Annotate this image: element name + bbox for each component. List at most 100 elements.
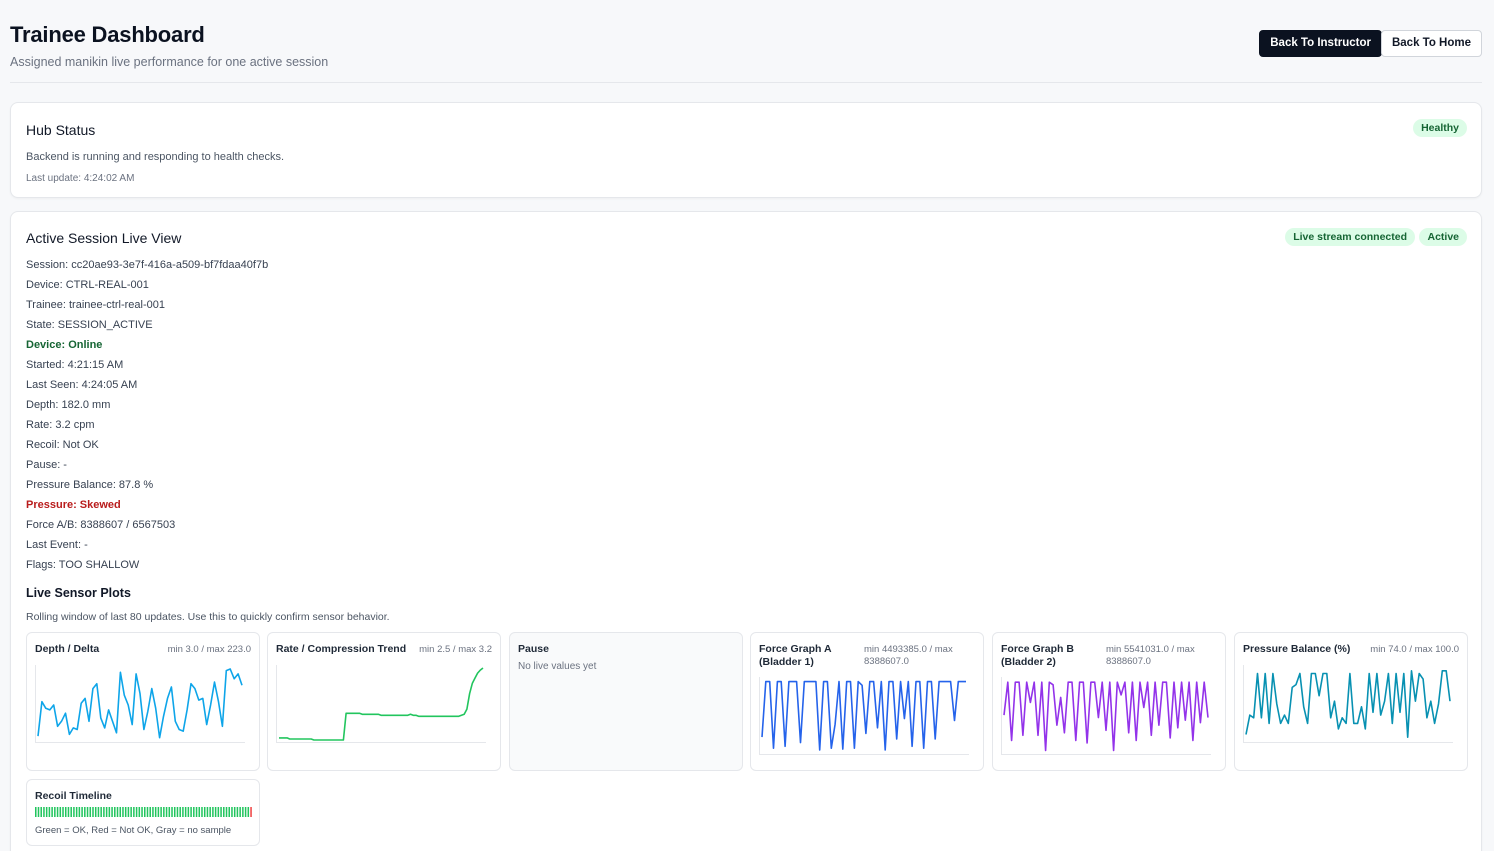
session-info-line: Device: Online	[26, 339, 103, 351]
recoil-sample-bar	[89, 807, 92, 817]
recoil-sample-bar	[171, 807, 173, 817]
plot-title: Depth / Delta	[35, 643, 100, 655]
recoil-sample-bar	[187, 807, 190, 817]
recoil-sample-bar	[108, 807, 111, 817]
hub-status-message: Backend is running and responding to hea…	[26, 151, 285, 163]
recoil-sample-bar	[239, 807, 241, 817]
active-session-card: Active Session Live View Live stream con…	[10, 211, 1482, 851]
recoil-sample-bar	[154, 807, 157, 817]
plot-chart	[1001, 677, 1211, 755]
page-title: Trainee Dashboard	[10, 22, 205, 47]
hub-health-badge: Healthy	[1413, 119, 1467, 137]
session-info-line: Trainee: trainee-ctrl-real-001	[26, 299, 165, 311]
plot-pressure-balance: Pressure Balance (%) min 74.0 / max 100.…	[1234, 632, 1468, 771]
recoil-sample-bar	[86, 807, 89, 817]
recoil-sample-bar	[45, 807, 48, 817]
recoil-sample-bar	[122, 807, 124, 817]
plot-depth-delta: Depth / Delta min 3.0 / max 223.0	[26, 632, 260, 771]
plot-force-a: Force Graph A (Bladder 1) min 4493385.0 …	[750, 632, 984, 771]
recoil-sample-bar	[236, 807, 239, 817]
recoil-sample-bar	[78, 807, 81, 817]
recoil-sample-bar	[231, 807, 233, 817]
recoil-sample-bar	[203, 807, 206, 817]
recoil-sample-bar	[67, 807, 70, 817]
recoil-sample-bar	[92, 807, 94, 817]
session-info-line: Pressure Balance: 87.8 %	[26, 479, 154, 491]
recoil-sample-bar	[242, 807, 244, 817]
session-info-line: Started: 4:21:15 AM	[26, 359, 124, 371]
plot-series-line	[1003, 681, 1209, 752]
recoil-sample-bar	[157, 807, 160, 817]
session-info-line: Last Event: -	[26, 539, 88, 551]
recoil-sample-bar	[220, 807, 222, 817]
recoil-timeline-bars	[35, 807, 252, 817]
recoil-sample-bar	[214, 807, 217, 817]
recoil-sample-bar	[225, 807, 228, 817]
plot-range: min 2.5 / max 3.2	[419, 644, 492, 655]
recoil-sample-bar	[190, 807, 192, 817]
recoil-sample-bar	[73, 807, 75, 817]
plot-title: Force Graph B (Bladder 2)	[1001, 643, 1074, 668]
plot-title: Rate / Compression Trend	[276, 643, 407, 655]
recoil-sample-bar	[179, 807, 181, 817]
recoil-sample-bar	[228, 807, 230, 817]
session-info-line: State: SESSION_ACTIVE	[26, 319, 153, 331]
recoil-sample-bar	[233, 807, 236, 817]
recoil-sample-bar	[70, 807, 72, 817]
session-info-line: Session: cc20ae93-3e7f-416a-a509-bf7fdaa…	[26, 259, 269, 271]
session-info-line: Depth: 182.0 mm	[26, 399, 111, 411]
recoil-sample-bar	[133, 807, 135, 817]
recoil-sample-bar	[64, 807, 67, 817]
plot-title: Pressure Balance (%)	[1243, 643, 1351, 655]
recoil-sample-bar	[62, 807, 64, 817]
recoil-sample-bar	[124, 807, 127, 817]
recoil-sample-bar	[168, 807, 171, 817]
session-info-line: Recoil: Not OK	[26, 439, 99, 451]
session-info-line: Rate: 3.2 cpm	[26, 419, 95, 431]
recoil-sample-bar	[146, 807, 149, 817]
recoil-sample-bar	[54, 807, 56, 817]
recoil-timeline-title: Recoil Timeline	[35, 790, 112, 802]
recoil-sample-bar	[160, 807, 162, 817]
plot-range: min 74.0 / max 100.0	[1370, 644, 1459, 655]
plot-series-line	[279, 667, 484, 741]
recoil-sample-bar	[56, 807, 59, 817]
recoil-sample-bar	[182, 807, 184, 817]
recoil-sample-bar	[217, 807, 220, 817]
recoil-sample-bar	[149, 807, 151, 817]
recoil-sample-bar	[209, 807, 211, 817]
recoil-sample-bar	[43, 807, 45, 817]
page-subtitle: Assigned manikin live performance for on…	[10, 55, 329, 69]
recoil-sample-bar	[40, 807, 42, 817]
recoil-sample-bar	[105, 807, 108, 817]
recoil-sample-bar	[127, 807, 130, 817]
recoil-timeline-card: Recoil Timeline Green = OK, Red = Not OK…	[26, 779, 260, 846]
recoil-sample-bar	[48, 807, 51, 817]
recoil-sample-bar	[119, 807, 122, 817]
recoil-sample-bar	[103, 807, 105, 817]
session-info-line: Flags: TOO SHALLOW	[26, 559, 140, 571]
recoil-sample-bar	[37, 807, 40, 817]
recoil-sample-bar	[81, 807, 83, 817]
recoil-sample-bar	[193, 807, 195, 817]
hub-last-update: Last update: 4:24:02 AM	[26, 173, 135, 184]
recoil-sample-bar	[75, 807, 78, 817]
plot-title: Pause	[518, 643, 549, 655]
back-to-home-button[interactable]: Back To Home	[1380, 30, 1482, 57]
session-info-line: Device: CTRL-REAL-001	[26, 279, 149, 291]
plot-chart	[276, 665, 486, 743]
session-info-line: Pause: -	[26, 459, 67, 471]
session-active-badge: Active	[1419, 228, 1467, 246]
active-session-title: Active Session Live View	[26, 230, 182, 246]
back-to-instructor-button[interactable]: Back To Instructor	[1259, 30, 1382, 57]
plot-range: min 3.0 / max 223.0	[167, 644, 251, 655]
recoil-sample-bar	[144, 807, 146, 817]
session-info-line: Pressure: Skewed	[26, 499, 121, 511]
recoil-sample-bar	[244, 807, 247, 817]
session-info-line: Last Seen: 4:24:05 AM	[26, 379, 138, 391]
plot-pause: Pause No live values yet	[509, 632, 743, 771]
recoil-sample-bar	[100, 807, 102, 817]
recoil-sample-bar	[201, 807, 203, 817]
recoil-sample-bar	[198, 807, 201, 817]
